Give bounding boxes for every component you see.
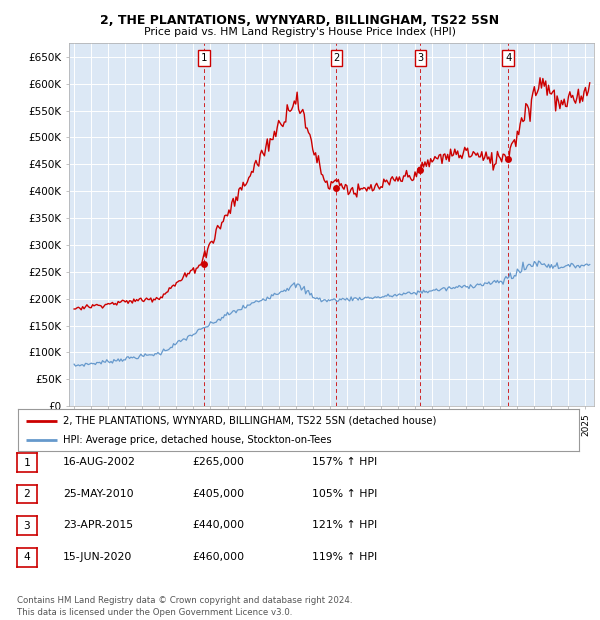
Text: 2: 2: [334, 53, 340, 63]
Text: 157% ↑ HPI: 157% ↑ HPI: [312, 457, 377, 467]
Text: £405,000: £405,000: [192, 489, 244, 498]
Text: 25-MAY-2010: 25-MAY-2010: [63, 489, 134, 498]
Text: 2: 2: [23, 489, 30, 499]
Text: 15-JUN-2020: 15-JUN-2020: [63, 552, 133, 562]
Text: 4: 4: [23, 552, 30, 562]
Text: £440,000: £440,000: [192, 520, 244, 530]
Text: 16-AUG-2002: 16-AUG-2002: [63, 457, 136, 467]
Text: 1: 1: [23, 458, 30, 467]
Text: 3: 3: [417, 53, 424, 63]
Text: 4: 4: [505, 53, 511, 63]
Text: 2, THE PLANTATIONS, WYNYARD, BILLINGHAM, TS22 5SN: 2, THE PLANTATIONS, WYNYARD, BILLINGHAM,…: [100, 14, 500, 27]
Text: Price paid vs. HM Land Registry's House Price Index (HPI): Price paid vs. HM Land Registry's House …: [144, 27, 456, 37]
Text: 119% ↑ HPI: 119% ↑ HPI: [312, 552, 377, 562]
Text: £460,000: £460,000: [192, 552, 244, 562]
Text: HPI: Average price, detached house, Stockton-on-Tees: HPI: Average price, detached house, Stoc…: [63, 435, 332, 445]
Text: £265,000: £265,000: [192, 457, 244, 467]
Text: 2, THE PLANTATIONS, WYNYARD, BILLINGHAM, TS22 5SN (detached house): 2, THE PLANTATIONS, WYNYARD, BILLINGHAM,…: [63, 415, 436, 425]
Text: 3: 3: [23, 521, 30, 531]
Text: 23-APR-2015: 23-APR-2015: [63, 520, 133, 530]
Text: 105% ↑ HPI: 105% ↑ HPI: [312, 489, 377, 498]
Text: Contains HM Land Registry data © Crown copyright and database right 2024.
This d: Contains HM Land Registry data © Crown c…: [17, 596, 352, 617]
Text: 1: 1: [201, 53, 207, 63]
Text: 121% ↑ HPI: 121% ↑ HPI: [312, 520, 377, 530]
